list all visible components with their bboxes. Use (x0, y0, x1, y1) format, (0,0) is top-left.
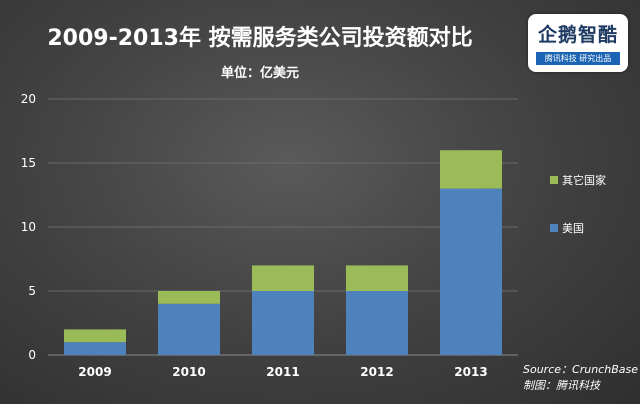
y-tick-label: 20 (21, 92, 36, 106)
y-tick-label: 15 (21, 156, 36, 170)
bar-us-2011 (251, 291, 315, 355)
bars (63, 150, 503, 355)
y-tick-label: 5 (28, 284, 36, 298)
bar-other-2011 (251, 265, 315, 291)
bar-us-2012 (345, 291, 409, 355)
x-axis-ticks: 2009 2010 2011 2012 2013 (78, 365, 487, 379)
legend-label: 其它国家 (562, 173, 606, 187)
logo-wordmark: 企鹅智酷 (537, 24, 618, 46)
x-tick-label: 2013 (454, 365, 487, 379)
legend-swatch (550, 176, 558, 184)
x-tick-label: 2010 (172, 365, 205, 379)
source-note: Source：CrunchBase (523, 363, 638, 376)
y-tick-label: 10 (21, 220, 36, 234)
y-tick-label: 0 (28, 348, 36, 362)
credit-note: 制图：腾讯科技 (523, 379, 600, 392)
x-tick-label: 2011 (266, 365, 299, 379)
legend-label: 美国 (562, 222, 584, 235)
brand-logo: 企鹅智酷 腾讯科技 研究出品 (528, 14, 628, 72)
bar-other-2013 (439, 150, 503, 189)
y-axis-ticks: 0 5 10 15 20 (21, 92, 36, 362)
logo-tagline: 腾讯科技 研究出品 (536, 52, 620, 65)
bar-other-2010 (157, 291, 221, 304)
bar-us-2009 (63, 342, 127, 355)
bar-other-2009 (63, 329, 127, 343)
bar-us-2010 (157, 303, 221, 355)
x-tick-label: 2012 (360, 365, 393, 379)
chart-title: 2009-2013年 按需服务类公司投资额对比 (47, 26, 473, 51)
bar-us-2013 (439, 188, 503, 355)
legend-swatch (550, 224, 558, 232)
bar-other-2012 (345, 265, 409, 291)
chart-subtitle: 单位：亿美元 (220, 66, 299, 81)
x-tick-label: 2009 (78, 365, 111, 379)
